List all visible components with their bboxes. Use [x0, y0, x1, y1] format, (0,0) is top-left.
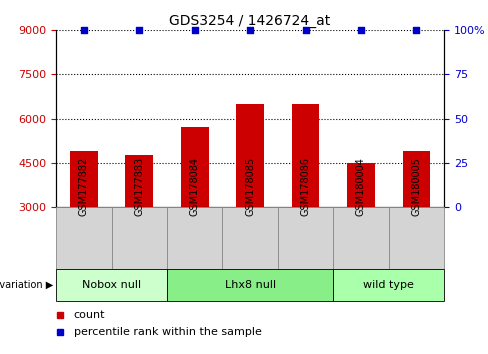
- Text: GSM180005: GSM180005: [411, 158, 421, 216]
- Point: [302, 27, 309, 33]
- Text: Nobox null: Nobox null: [82, 280, 141, 290]
- Text: GSM178085: GSM178085: [245, 157, 255, 216]
- Bar: [70, 151, 98, 207]
- Bar: [347, 163, 375, 207]
- Bar: [181, 127, 208, 207]
- Bar: [167, 269, 333, 301]
- Bar: [333, 207, 388, 269]
- Text: count: count: [74, 310, 105, 320]
- Text: GSM180004: GSM180004: [356, 158, 366, 216]
- Text: GSM177882: GSM177882: [79, 157, 89, 216]
- Text: Lhx8 null: Lhx8 null: [224, 280, 276, 290]
- Point: [412, 27, 420, 33]
- Bar: [223, 207, 278, 269]
- Text: GSM178086: GSM178086: [301, 158, 310, 216]
- Text: GSM178084: GSM178084: [190, 158, 200, 216]
- Bar: [56, 207, 112, 269]
- Title: GDS3254 / 1426724_at: GDS3254 / 1426724_at: [169, 14, 331, 28]
- Bar: [292, 104, 319, 207]
- Bar: [388, 207, 444, 269]
- Point: [135, 27, 143, 33]
- Point: [246, 27, 254, 33]
- Bar: [236, 104, 264, 207]
- Text: percentile rank within the sample: percentile rank within the sample: [74, 327, 262, 337]
- Bar: [403, 151, 430, 207]
- Bar: [278, 207, 333, 269]
- Bar: [125, 155, 153, 207]
- Bar: [333, 269, 444, 301]
- Bar: [167, 207, 223, 269]
- Bar: [56, 269, 167, 301]
- Bar: [112, 207, 167, 269]
- Point: [357, 27, 365, 33]
- Text: wild type: wild type: [363, 280, 414, 290]
- Text: GSM177883: GSM177883: [134, 157, 144, 216]
- Text: genotype/variation ▶: genotype/variation ▶: [0, 280, 54, 290]
- Point: [80, 27, 88, 33]
- Point: [191, 27, 199, 33]
